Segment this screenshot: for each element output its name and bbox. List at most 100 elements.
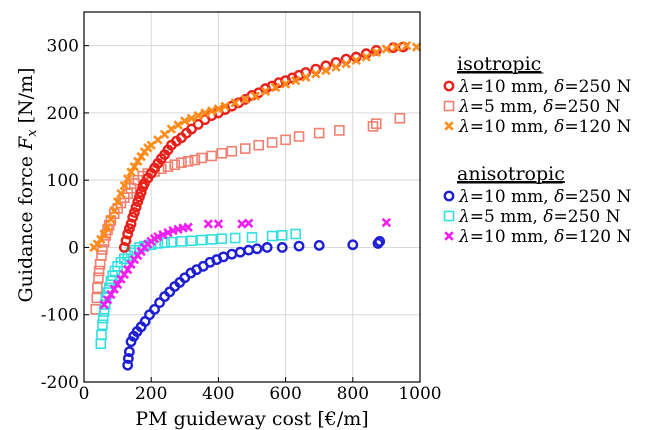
data-point <box>276 230 288 241</box>
data-point <box>266 137 278 148</box>
legend-entry: λ=10 mm, δ=250 N <box>443 187 631 207</box>
legend-entry: λ=10 mm, δ=120 N <box>444 227 631 247</box>
data-point <box>391 42 402 52</box>
data-point <box>158 229 168 240</box>
data-point <box>270 82 281 93</box>
legend-entry: λ=5 mm, δ=250 N <box>443 207 621 227</box>
data-point <box>370 44 382 56</box>
data-point <box>213 104 224 114</box>
y-axis-label: Guidance force Fx [N/m] <box>15 67 40 302</box>
data-point <box>293 131 305 142</box>
data-point <box>122 264 133 275</box>
data-point <box>128 207 140 218</box>
legend-marker <box>443 100 455 112</box>
x-tick-label: 600 <box>269 384 301 404</box>
data-point <box>381 217 392 228</box>
data-point <box>371 118 382 129</box>
data-point <box>334 125 345 136</box>
legend-marker <box>443 80 455 92</box>
data-point <box>371 47 382 58</box>
data-point <box>92 282 103 294</box>
data-point <box>206 234 217 245</box>
data-point <box>280 79 291 89</box>
data-point <box>266 230 278 242</box>
data-point <box>129 162 140 172</box>
data-point <box>123 346 135 358</box>
data-point <box>311 69 321 79</box>
x-tick-label: 400 <box>202 384 234 404</box>
data-point <box>351 55 361 66</box>
data-point <box>176 157 187 168</box>
data-point <box>347 239 359 251</box>
data-point <box>243 218 254 228</box>
data-point <box>135 186 147 198</box>
data-point <box>166 236 177 248</box>
data-point <box>321 65 331 76</box>
data-point <box>125 336 137 348</box>
data-point <box>159 237 170 249</box>
data-point <box>261 242 273 253</box>
data-point <box>229 232 241 244</box>
legend-label: λ=5 mm, δ=250 N <box>458 97 621 117</box>
data-point <box>196 152 207 164</box>
data-point <box>361 52 371 62</box>
x-tick-label: 0 <box>79 384 90 404</box>
legend-marker <box>444 231 454 241</box>
legend-entry: λ=10 mm, δ=250 N <box>443 77 631 97</box>
data-point <box>260 86 271 97</box>
data-point <box>119 180 130 191</box>
data-point <box>196 234 207 246</box>
data-point <box>125 218 137 230</box>
series-anisotropic-3 <box>99 217 392 310</box>
data-point <box>394 112 406 124</box>
data-point <box>153 231 163 242</box>
data-point <box>180 116 190 126</box>
data-point <box>240 94 250 105</box>
data-point <box>250 91 261 101</box>
legend-group-title: isotropic <box>457 53 541 75</box>
data-point <box>96 329 107 341</box>
data-point <box>290 75 301 86</box>
data-point <box>97 319 108 331</box>
series-anisotropic-1 <box>122 235 386 371</box>
data-point <box>226 248 238 260</box>
data-point <box>97 244 108 255</box>
data-point <box>120 235 132 247</box>
data-point <box>119 253 130 265</box>
data-point <box>112 196 123 207</box>
data-point <box>186 113 197 124</box>
data-point <box>106 214 116 224</box>
legend-group-title: anisotropic <box>457 163 565 185</box>
data-point <box>98 306 110 317</box>
x-axis-label: PM guideway cost [€/m] <box>135 408 368 430</box>
plot-frame <box>83 11 421 383</box>
y-tick-label: 0 <box>68 238 79 258</box>
data-point <box>173 120 183 130</box>
data-point <box>381 44 392 54</box>
data-point <box>341 59 351 69</box>
data-point <box>95 338 107 349</box>
data-point <box>411 42 422 52</box>
data-point <box>102 222 113 232</box>
data-point <box>126 167 136 177</box>
data-point <box>206 106 217 116</box>
data-point <box>99 229 109 239</box>
data-point <box>118 242 130 253</box>
legend-marker <box>444 121 454 131</box>
data-point <box>115 256 127 268</box>
data-point <box>176 236 187 247</box>
data-point <box>130 201 142 213</box>
data-point <box>96 250 107 261</box>
data-point <box>280 134 291 146</box>
data-point <box>193 110 203 121</box>
data-point <box>93 272 104 284</box>
data-point <box>290 228 301 240</box>
x-tick-label: 1000 <box>398 384 441 404</box>
legend-label: λ=10 mm, δ=120 N <box>458 227 631 247</box>
data-point <box>99 299 111 310</box>
data-point <box>169 159 181 171</box>
data-point <box>216 147 228 159</box>
tick-labels: 0 200 400 600 800 1000 -200 -100 0 100 200 300 <box>41 37 442 404</box>
